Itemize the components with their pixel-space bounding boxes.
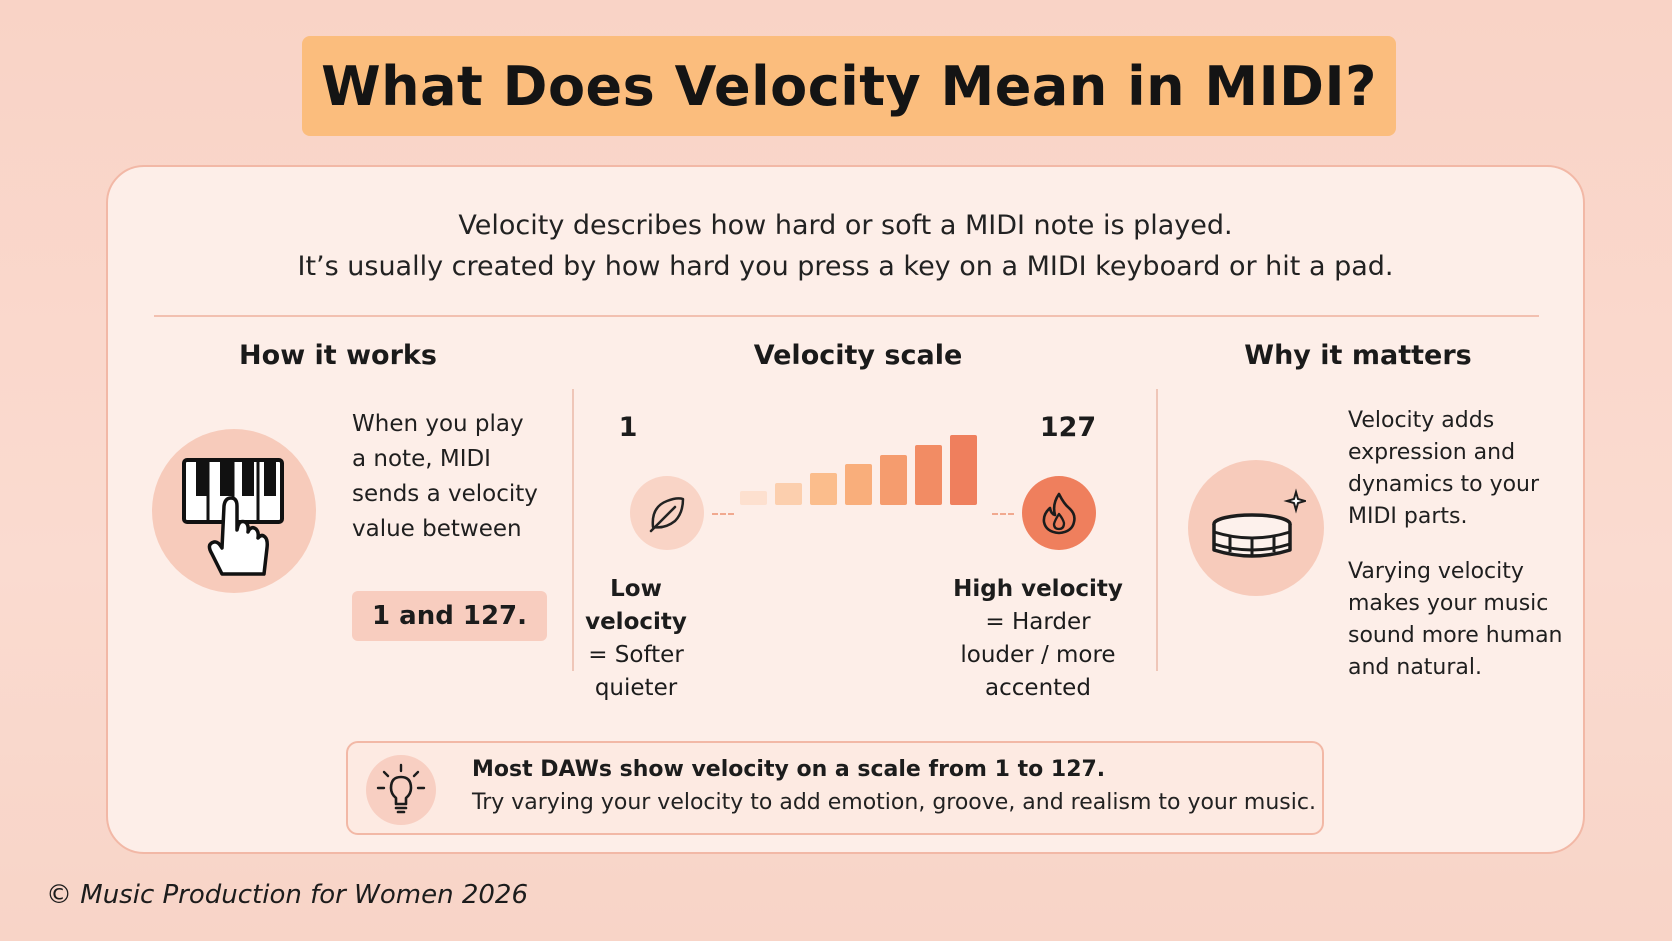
feather-leaf-icon: [649, 497, 685, 533]
velocity-bar: [810, 473, 837, 505]
copyright-footer: © Music Production for Women 2026: [46, 880, 528, 910]
how-line-2: a note, MIDI: [352, 446, 491, 472]
low-dashed-connector: [712, 513, 734, 515]
why-line-6: makes your music: [1348, 591, 1549, 616]
snare-drum-icon: [1212, 488, 1306, 558]
low-velocity-circle: [630, 476, 704, 550]
why-line-4: MIDI parts.: [1348, 504, 1468, 529]
how-line-3: sends a velocity: [352, 481, 538, 507]
velocity-bar: [880, 455, 907, 505]
low-velocity-line-1: = Softer: [588, 642, 684, 668]
how-line-4: value between: [352, 516, 522, 542]
velocity-bar: [845, 464, 872, 505]
section-divider: [154, 315, 1539, 317]
velocity-bar: [915, 445, 942, 505]
why-line-1: Velocity adds: [1348, 408, 1495, 433]
piano-keyboard-hand-icon: [182, 458, 284, 576]
tip-detail: Try varying your velocity to add emotion…: [472, 790, 1316, 815]
column-separator-2: [1156, 389, 1158, 671]
high-velocity-circle: [1022, 476, 1096, 550]
tip-box: Most DAWs show velocity on a scale from …: [346, 741, 1324, 835]
tip-icon-circle: [366, 755, 436, 825]
why-line-8: and natural.: [1348, 655, 1483, 680]
why-it-matters-para-1: Velocity adds expression and dynamics to…: [1348, 405, 1568, 533]
why-line-3: dynamics to your: [1348, 472, 1540, 497]
velocity-bar-chart: [740, 435, 988, 505]
why-it-matters-para-2: Varying velocity makes your music sound …: [1348, 556, 1568, 684]
velocity-scale-heading: Velocity scale: [753, 340, 963, 371]
how-line-1: When you play: [352, 411, 524, 437]
high-velocity-label: High velocity = Harder louder / more acc…: [948, 573, 1128, 705]
scale-min-label: 1: [618, 412, 638, 443]
intro-text: Velocity describes how hard or soft a MI…: [108, 205, 1583, 287]
scale-max-label: 127: [1039, 412, 1097, 443]
lightbulb-icon: [376, 763, 426, 814]
flame-icon: [1042, 492, 1076, 535]
how-it-works-heading: How it works: [239, 340, 437, 371]
high-velocity-line-2: louder / more: [960, 642, 1116, 668]
high-velocity-line-1: = Harder: [985, 609, 1091, 635]
why-it-matters-heading: Why it matters: [1244, 340, 1472, 371]
piano-circle: [152, 429, 316, 593]
page-title: What Does Velocity Mean in MIDI?: [321, 54, 1377, 118]
info-card: Velocity describes how hard or soft a MI…: [106, 165, 1585, 854]
intro-line-2: It’s usually created by how hard you pre…: [297, 251, 1394, 282]
why-line-2: expression and: [1348, 440, 1516, 465]
intro-line-1: Velocity describes how hard or soft a MI…: [458, 210, 1233, 241]
low-velocity-label: Low velocity = Softer quieter: [556, 573, 716, 705]
tip-headline: Most DAWs show velocity on a scale from …: [472, 757, 1106, 782]
velocity-range-badge: 1 and 127.: [352, 591, 548, 641]
title-banner: What Does Velocity Mean in MIDI?: [302, 36, 1396, 136]
why-line-7: sound more human: [1348, 623, 1563, 648]
drum-circle: [1188, 460, 1324, 596]
high-velocity-line-3: accented: [985, 675, 1091, 701]
high-velocity-title: High velocity: [953, 576, 1123, 602]
high-dashed-connector: [992, 513, 1014, 515]
low-velocity-title: Low velocity: [585, 576, 687, 635]
column-separator-1: [572, 389, 574, 671]
low-velocity-line-2: quieter: [594, 675, 678, 701]
why-line-5: Varying velocity: [1348, 559, 1524, 584]
velocity-bar: [950, 435, 977, 505]
velocity-bar: [740, 491, 767, 505]
how-it-works-text: When you play a note, MIDI sends a veloc…: [352, 407, 562, 547]
velocity-bar: [775, 483, 802, 505]
